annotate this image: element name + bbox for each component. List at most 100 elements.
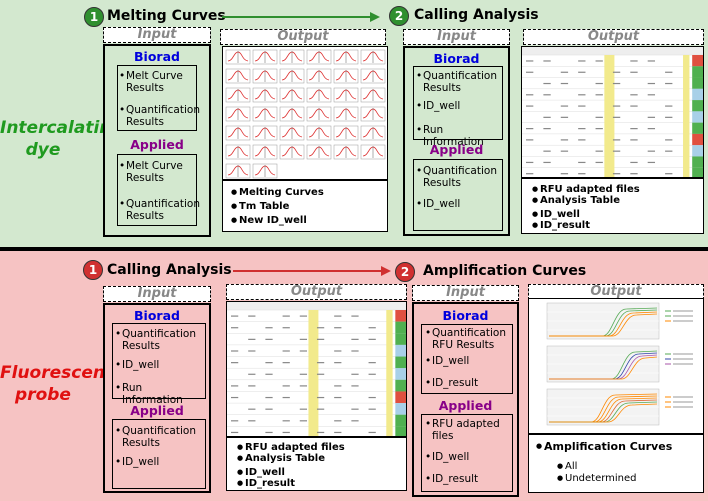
amplification-legend-text — [673, 363, 693, 365]
table-cell-text — [630, 105, 638, 107]
table-cell-text — [543, 150, 551, 152]
table-status-cell — [692, 111, 703, 123]
table-cell-text — [665, 82, 673, 85]
table-cell-text — [231, 385, 239, 387]
table-cell-text — [299, 350, 308, 352]
fluorescent-probe-label: Fluorescent probe — [0, 362, 114, 406]
input-header: Input — [103, 286, 211, 302]
table-cell-text — [543, 60, 551, 62]
applied-title: Applied — [438, 398, 493, 413]
step-number-badge: 2 — [395, 262, 415, 282]
applied-title: Applied — [130, 403, 184, 418]
table-cell-text — [526, 128, 534, 130]
table-cell-text — [560, 150, 569, 152]
table-cell-text — [265, 362, 273, 364]
table-cell-text — [595, 128, 603, 130]
table-cell-text — [665, 116, 673, 118]
input-item: Melt Curve Results — [119, 70, 194, 94]
table-cell-text — [231, 315, 239, 317]
biorad-title: Biorad — [433, 51, 480, 66]
table-cell-text — [647, 94, 656, 96]
biorad-inputs-box: Quantification Results ID_well Run Infor… — [112, 323, 206, 406]
table-cell-text — [647, 60, 656, 62]
table-status-cell — [395, 368, 406, 380]
table-cell-text — [299, 420, 308, 422]
table-cell-text — [282, 350, 290, 352]
table-cell-text — [368, 338, 376, 340]
table-status-cell — [395, 344, 406, 357]
table-cell-text — [526, 71, 534, 73]
table-cell-text — [334, 420, 342, 422]
output-item: ID_result — [532, 220, 590, 231]
table-status-cell — [692, 66, 703, 78]
table-cell-text — [647, 161, 656, 164]
input-item: ID_well — [425, 355, 512, 367]
applied-title: Applied — [429, 142, 484, 157]
table-cell-text — [526, 105, 534, 107]
table-status-cell — [395, 310, 406, 322]
table-cell-text — [265, 327, 273, 329]
table-status-cell — [395, 321, 406, 334]
table-cell-text — [595, 116, 603, 118]
input-item: ID_well — [115, 456, 204, 468]
table-cell-text — [665, 105, 673, 107]
side-label-line: dye — [25, 140, 61, 160]
applied-inputs-box: RFU adapted files ID_well ID_result — [421, 414, 513, 492]
table-cell-text — [265, 408, 273, 410]
table-cell-text — [630, 139, 638, 141]
output-item: New ID_well — [231, 215, 307, 226]
table-cell-text — [351, 315, 359, 317]
input-item: ID_well — [115, 359, 204, 371]
intercalating-dye-label: Intercalating dye — [0, 117, 124, 161]
flow-arrow-head — [370, 12, 380, 22]
panel-divider — [0, 247, 708, 251]
side-label-line: Fluorescent — [0, 363, 114, 383]
table-cell-text — [334, 327, 342, 329]
applied-inputs-box: Quantification Results ID_well — [112, 419, 206, 489]
table-cell-text — [248, 373, 256, 375]
amplification-plots — [546, 302, 693, 426]
step-number-badge: 1 — [84, 7, 104, 27]
table-cell-text — [351, 385, 359, 387]
step-title: Calling Analysis — [107, 262, 232, 278]
analysis-table-thumbnail — [226, 301, 407, 437]
biorad-inputs-box: Melt Curve Results Quantification Result… — [117, 65, 200, 131]
table-header-row — [522, 47, 703, 55]
flow-arrow-line — [222, 16, 372, 18]
table-cell-text — [334, 315, 342, 317]
table-cell-text — [316, 396, 325, 399]
table-cell-text — [543, 161, 551, 164]
table-highlight-column — [604, 55, 615, 177]
table-cell-text — [612, 82, 621, 85]
table-cell-text — [543, 94, 551, 96]
amplification-legend-text — [673, 310, 693, 312]
table-cell-text — [630, 161, 638, 164]
table-cell-text — [595, 150, 603, 152]
input-item: Quantification Results — [416, 70, 501, 94]
table-cell-text — [578, 105, 586, 107]
table-status-cell — [395, 403, 406, 415]
table-cell-text — [647, 82, 656, 85]
biorad-inputs-box: Quantification RFU Results ID_well ID_re… — [421, 324, 513, 394]
table-cell-text — [665, 173, 673, 175]
table-cell-text — [368, 327, 376, 329]
table-status-cell — [692, 88, 703, 101]
output-list: Melting Curves Tm Table New ID_well — [222, 180, 388, 232]
step-title: Calling Analysis — [414, 7, 539, 23]
table-cell-text — [612, 105, 621, 107]
table-cell-text — [316, 408, 325, 410]
table-cell-text — [560, 71, 569, 73]
table-cell-text — [299, 315, 308, 317]
output-sub-item: Undetermined — [557, 473, 636, 484]
table-cell-text — [316, 431, 325, 434]
input-header: Input — [403, 29, 510, 45]
table-cell-text — [334, 431, 342, 434]
table-status-cell — [692, 167, 703, 177]
table-cell-text — [578, 94, 586, 96]
table-cell-text — [578, 139, 586, 141]
amplification-curves-thumbnail — [528, 298, 704, 434]
table-cell-text — [231, 431, 239, 434]
table-status-cell — [692, 122, 703, 134]
table-cell-text — [248, 385, 256, 387]
input-item: ID_well — [416, 100, 501, 112]
